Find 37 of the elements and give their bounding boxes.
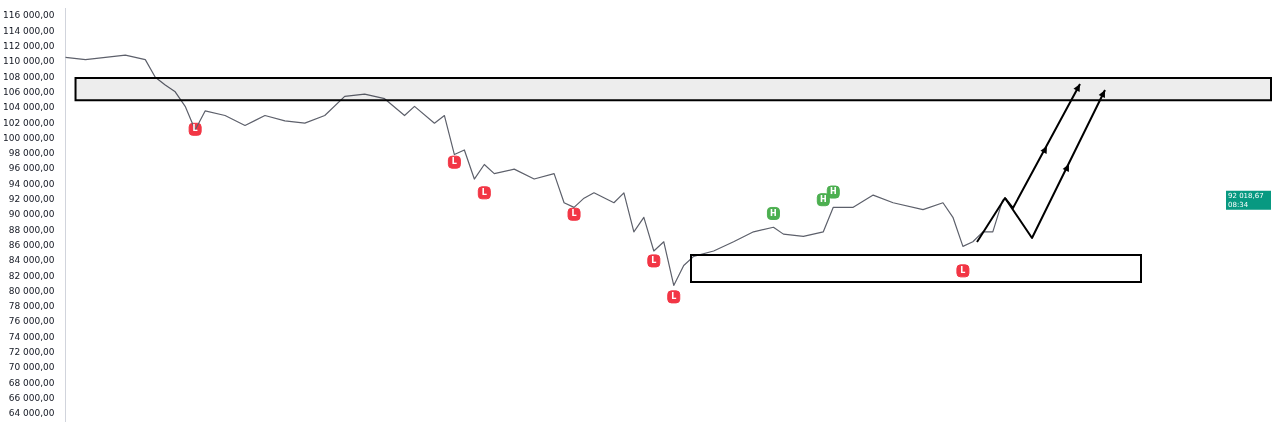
y-tick-label: 86 000,00 — [8, 239, 55, 250]
y-tick-label: 82 000,00 — [8, 270, 55, 281]
y-tick-label: 96 000,00 — [8, 163, 55, 174]
y-tick-label: 78 000,00 — [8, 301, 55, 312]
data-label: H — [770, 208, 777, 218]
y-tick-label: 112 000,00 — [3, 41, 55, 51]
y-tick-label: 116 000,00 — [3, 10, 55, 21]
data-label: L — [960, 265, 966, 275]
y-tick-label: 66 000,00 — [8, 392, 55, 403]
y-tick-label: 108 000,00 — [3, 71, 55, 82]
y-tick-label: 88 000,00 — [8, 224, 55, 235]
data-label: H — [819, 194, 827, 204]
y-tick-label: 70 000,00 — [8, 362, 55, 373]
y-tick-label: 76 000,00 — [8, 316, 55, 327]
data-label: L — [671, 291, 677, 301]
y-tick-label: 64 000,00 — [8, 408, 55, 419]
y-tick-label: 94 000,00 — [8, 178, 55, 189]
y-tick-label: 90 000,00 — [8, 209, 55, 220]
data-label: L — [571, 209, 577, 219]
data-label: H — [829, 187, 837, 197]
y-tick-label: 72 000,00 — [8, 347, 55, 358]
y-tick-label: 106 000,00 — [3, 86, 55, 97]
y-tick-label: 74 000,00 — [8, 331, 55, 342]
data-label: L — [192, 124, 198, 134]
y-tick-label: 80 000,00 — [8, 285, 55, 296]
y-tick-label: 84 000,00 — [8, 255, 55, 266]
y-tick-label: 114 000,00 — [3, 25, 55, 36]
y-tick-label: 104 000,00 — [3, 102, 55, 113]
data-label: L — [451, 157, 457, 167]
y-tick-label: 98 000,00 — [8, 148, 55, 159]
y-tick-label: 110 000,00 — [3, 56, 55, 67]
data-label: L — [481, 187, 487, 197]
y-tick-label: 92 000,00 — [8, 194, 55, 205]
y-tick-label: 102 000,00 — [3, 117, 55, 128]
y-tick-label: 100 000,00 — [3, 132, 55, 143]
data-label: L — [651, 255, 657, 265]
y-tick-label: 68 000,00 — [8, 377, 55, 388]
